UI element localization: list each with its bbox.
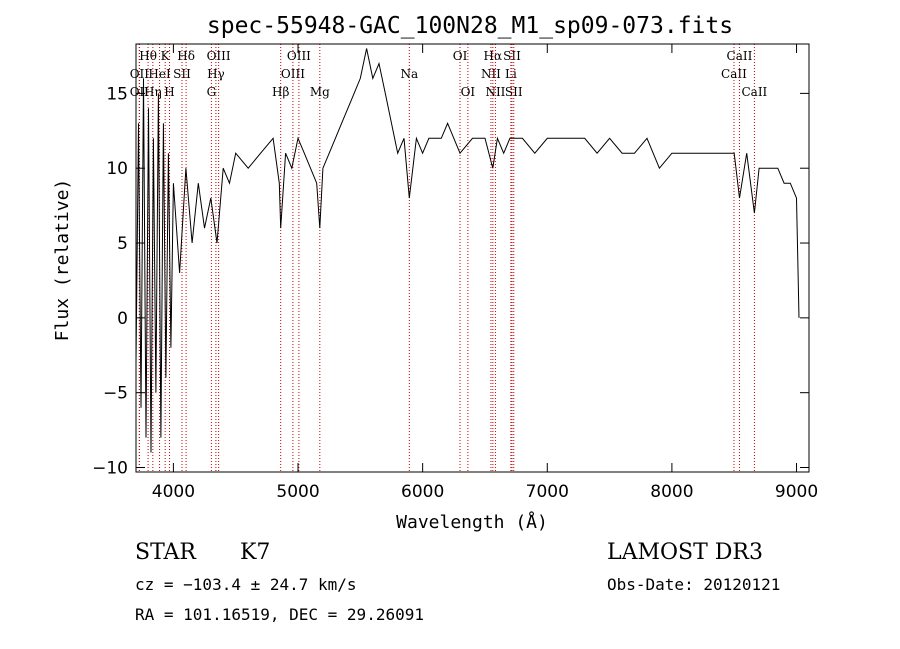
line-label: CaII — [721, 67, 747, 81]
x-tick-label: 9000 — [775, 482, 818, 502]
line-label: G — [207, 85, 217, 99]
x-tick-label: 5000 — [276, 482, 319, 502]
line-label: Hβ — [272, 85, 289, 99]
x-axis-label: Wavelength (Å) — [396, 511, 548, 533]
line-label: OII — [130, 85, 150, 99]
line-label: NII — [485, 85, 505, 99]
survey-name: LAMOST DR3 — [607, 540, 763, 565]
y-tick-label: 0 — [117, 309, 128, 329]
line-label: Na — [400, 67, 418, 81]
line-label: CaII — [741, 85, 767, 99]
spectral-line-markers: HθOIIOIIHηHeIKHSIIHδHγGOIIIHβOIIIOIIIMgN… — [130, 44, 768, 472]
line-label: Hγ — [207, 67, 225, 81]
line-label: SII — [505, 85, 523, 99]
line-label: NII — [481, 67, 501, 81]
spectrum-line — [135, 48, 800, 453]
x-tick-label: 7000 — [526, 482, 569, 502]
line-label: CaII — [727, 49, 753, 63]
line-label: H — [164, 85, 174, 99]
line-label: Li — [505, 67, 517, 81]
line-label: OIII — [287, 49, 311, 63]
plot-frame — [135, 43, 810, 473]
line-label: Hδ — [177, 49, 195, 63]
line-label: OI — [453, 49, 468, 63]
line-label: Hθ — [139, 49, 157, 63]
chart-title: spec-55948-GAC_100N28_M1_sp09-073.fits — [207, 13, 733, 39]
line-label: OIII — [281, 67, 305, 81]
line-label: Hα — [484, 49, 503, 63]
line-label: SII — [503, 49, 521, 63]
y-tick-label: 15 — [106, 84, 128, 104]
object-class: STAR — [135, 540, 196, 565]
redshift-info: cz = −103.4 ± 24.7 km/s — [135, 575, 357, 594]
y-tick-label: 10 — [106, 159, 128, 179]
y-tick-label: −10 — [92, 459, 128, 479]
x-tick-label: 4000 — [152, 482, 195, 502]
x-tick-label: 8000 — [650, 482, 693, 502]
spectrum-chart: spec-55948-GAC_100N28_M1_sp09-073.fits H… — [52, 13, 818, 533]
y-axis-label: Flux (relative) — [52, 179, 73, 342]
line-label: Hη — [144, 85, 162, 99]
line-label: SII — [173, 67, 191, 81]
axis-ticks: 4000 5000 6000 7000 8000 9000 −10 −5 0 5 10 15 — [92, 44, 818, 502]
y-tick-label: −5 — [103, 384, 128, 404]
observation-date: Obs-Date: 20120121 — [607, 575, 781, 594]
line-label: K — [161, 49, 171, 63]
x-tick-label: 6000 — [401, 482, 444, 502]
line-label: OIII — [207, 49, 231, 63]
line-label: Mg — [310, 85, 330, 99]
line-label: HeI — [148, 67, 171, 81]
coordinates: RA = 101.16519, DEC = 29.26091 — [135, 605, 424, 624]
y-tick-label: 5 — [117, 234, 128, 254]
line-label: OI — [461, 85, 476, 99]
object-subclass: K7 — [240, 540, 271, 565]
